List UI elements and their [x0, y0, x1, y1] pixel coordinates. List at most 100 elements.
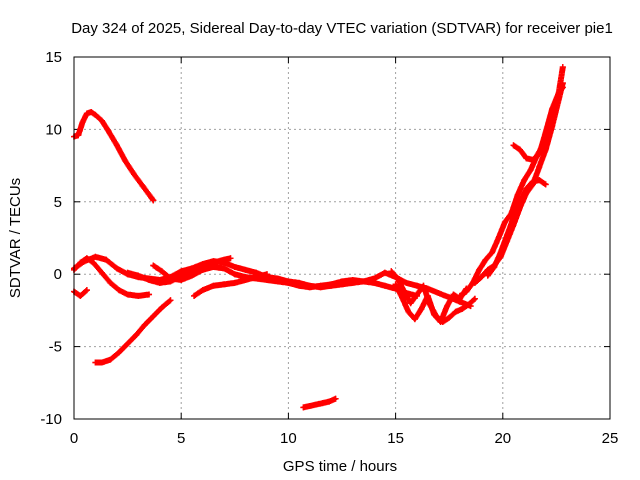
chart-title: Day 324 of 2025, Sidereal Day-to-day VTE… [71, 20, 613, 37]
data-point [444, 303, 451, 310]
series-arc-evening-rise-c [484, 177, 549, 279]
data-point [210, 282, 217, 289]
data-point [83, 287, 90, 294]
data-point [92, 359, 99, 366]
data-point [319, 400, 326, 407]
data-point [420, 282, 427, 289]
series-arc-morning-bump [150, 255, 234, 283]
data-point [549, 106, 556, 113]
data-point [523, 155, 530, 162]
data-point [221, 265, 228, 272]
series-arc-mid-morning [191, 271, 270, 299]
data-point [360, 278, 367, 285]
y-tick-label: -5 [49, 339, 62, 356]
data-point [77, 292, 84, 299]
data-point [489, 249, 496, 256]
data-point [381, 282, 388, 289]
data-point [221, 281, 228, 288]
data-point [497, 249, 504, 256]
x-axis-label: GPS time / hours [283, 458, 397, 475]
data-point [371, 275, 378, 282]
data-point [306, 402, 313, 409]
data-point [482, 256, 489, 263]
data-point [459, 305, 466, 312]
data-point [476, 266, 483, 273]
data-point [510, 214, 517, 221]
data-point [403, 279, 410, 286]
data-point [414, 291, 421, 298]
data-point [146, 291, 153, 298]
y-tick-label: 10 [45, 121, 62, 138]
data-point [124, 291, 131, 298]
data-point [221, 256, 228, 263]
data-point [542, 181, 549, 188]
data-point [536, 151, 543, 158]
data-point [349, 276, 356, 283]
data-point [542, 146, 549, 153]
series-arc-rising-from-minus6 [92, 297, 174, 366]
data-point [516, 198, 523, 205]
data-point [92, 253, 99, 260]
x-tick-label: 20 [494, 430, 511, 447]
data-point [146, 276, 153, 283]
data-point [536, 177, 543, 184]
data-point [328, 281, 335, 288]
data-point [504, 232, 511, 239]
data-point [401, 288, 408, 295]
data-point [107, 356, 114, 363]
data-point [339, 278, 345, 285]
data-point [231, 279, 238, 286]
data-point [253, 274, 260, 281]
data-point [81, 258, 88, 265]
data-point [418, 305, 425, 312]
data-point [411, 316, 418, 323]
data-point [113, 142, 120, 149]
data-point [83, 110, 90, 117]
data-point [263, 271, 270, 278]
data-point [495, 235, 502, 241]
data-point [405, 308, 412, 315]
data-point [210, 259, 217, 266]
data-point [113, 265, 120, 272]
data-point [135, 292, 142, 299]
data-point [471, 279, 478, 286]
data-point [124, 269, 131, 276]
data-point [529, 156, 536, 163]
data-point [555, 90, 562, 97]
y-tick-label: -10 [40, 411, 62, 428]
data-point [92, 111, 99, 118]
data-point [433, 313, 440, 320]
data-point [263, 276, 270, 283]
data-point [88, 109, 95, 116]
data-point [465, 301, 472, 308]
x-tick-label: 15 [387, 430, 404, 447]
data-point [141, 321, 148, 328]
data-point [103, 256, 110, 263]
data-point [536, 164, 543, 171]
data-point [150, 197, 157, 204]
data-point [156, 279, 163, 286]
x-tick-label: 25 [602, 430, 619, 447]
data-point [439, 318, 446, 325]
data-point [242, 266, 249, 273]
data-point [296, 282, 303, 289]
data-point [135, 272, 142, 279]
data-point [105, 127, 112, 134]
data-point [158, 268, 165, 275]
series-arc-near-minus9 [300, 395, 339, 411]
data-point [529, 178, 536, 185]
series-arc-evening-high [510, 84, 566, 163]
x-tick-label: 5 [177, 430, 185, 447]
data-point [75, 132, 82, 139]
y-axis-label: SDTVAR / TECUs [7, 178, 24, 298]
data-point [131, 171, 138, 178]
data-point [274, 278, 281, 285]
series-arc-afternoon-noisy-b [388, 268, 478, 325]
data-point [452, 308, 459, 315]
data-point [450, 291, 457, 298]
data-point [388, 268, 395, 275]
data-point [510, 142, 517, 149]
data-point [199, 261, 206, 268]
